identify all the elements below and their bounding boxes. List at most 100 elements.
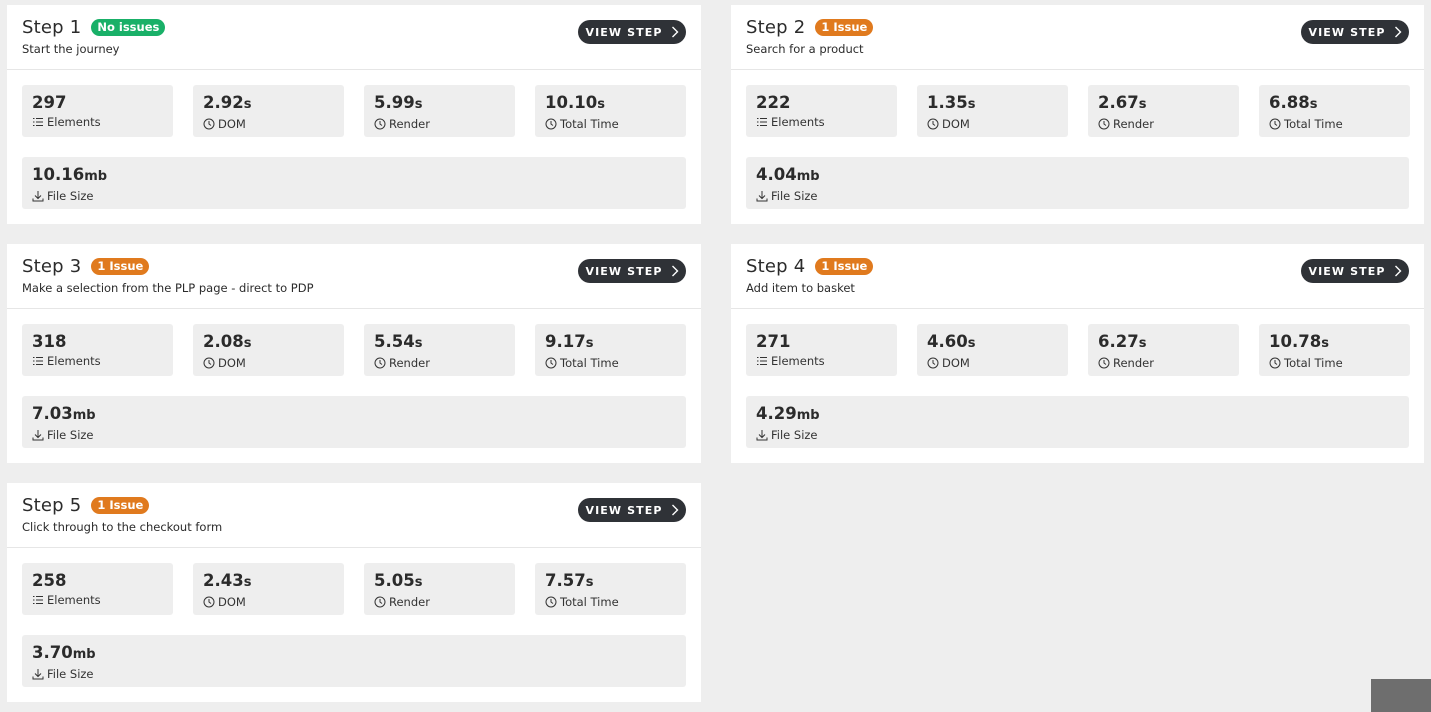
metrics-row: 297 Elements 2.92s DOM 5.99s Render 10.1… bbox=[7, 70, 701, 137]
view-step-label: VIEW STEP bbox=[1308, 25, 1386, 39]
metric-value: 10.78 bbox=[1269, 332, 1322, 351]
metric-elements: 318 Elements bbox=[22, 324, 173, 376]
metric-render: 5.05s Render bbox=[364, 563, 515, 615]
metrics-row: 318 Elements 2.08s DOM 5.54s Render 9.17… bbox=[7, 309, 701, 376]
clock-icon bbox=[203, 357, 215, 369]
metric-file-size: 7.03mb File Size bbox=[22, 396, 686, 448]
chevron-right-icon bbox=[1394, 265, 1401, 277]
metric-label: Total Time bbox=[560, 356, 619, 370]
metrics-row: 271 Elements 4.60s DOM 6.27s Render 10.7… bbox=[731, 309, 1424, 376]
metric-value: 2.67 bbox=[1098, 93, 1139, 112]
metric-value: 5.05 bbox=[374, 571, 415, 590]
metric-value: 271 bbox=[756, 332, 791, 351]
step-description: Click through to the checkout form bbox=[22, 520, 223, 534]
download-icon bbox=[756, 191, 768, 202]
metric-total-time: 7.57s Total Time bbox=[535, 563, 686, 615]
metric-label: Render bbox=[389, 356, 430, 370]
scroll-to-top-block[interactable] bbox=[1371, 679, 1431, 712]
metric-elements: 271 Elements bbox=[746, 324, 897, 376]
metric-label: Elements bbox=[771, 354, 825, 368]
view-step-label: VIEW STEP bbox=[585, 503, 663, 517]
clock-icon bbox=[203, 118, 215, 130]
step-description: Search for a product bbox=[746, 42, 864, 56]
download-icon bbox=[32, 191, 44, 202]
step-description: Make a selection from the PLP page - dir… bbox=[22, 281, 314, 295]
metric-value: 7.57 bbox=[545, 571, 586, 590]
metric-unit: s bbox=[414, 575, 423, 590]
clock-icon bbox=[545, 118, 557, 130]
metric-unit: s bbox=[967, 336, 976, 351]
view-step-button[interactable]: VIEW STEP bbox=[1301, 20, 1409, 44]
step-description: Start the journey bbox=[22, 42, 120, 56]
metric-label: Render bbox=[389, 117, 430, 131]
metric-value: 2.08 bbox=[203, 332, 244, 351]
step-card: Step 5 1 Issue Click through to the chec… bbox=[7, 483, 701, 702]
list-icon bbox=[33, 596, 43, 604]
step-title: Step 3 bbox=[22, 255, 82, 277]
metric-dom: 1.35s DOM bbox=[917, 85, 1068, 137]
metric-value: 2.43 bbox=[203, 571, 244, 590]
clock-icon bbox=[927, 357, 939, 369]
metric-value: 1.35 bbox=[927, 93, 968, 112]
view-step-label: VIEW STEP bbox=[1308, 264, 1386, 278]
clock-icon bbox=[203, 596, 215, 608]
metric-label: File Size bbox=[47, 189, 94, 203]
metric-value: 7.03 bbox=[32, 404, 73, 423]
metric-total-time: 9.17s Total Time bbox=[535, 324, 686, 376]
view-step-label: VIEW STEP bbox=[585, 25, 663, 39]
metric-elements: 297 Elements bbox=[22, 85, 173, 137]
view-step-button[interactable]: VIEW STEP bbox=[578, 498, 686, 522]
metric-value: 5.99 bbox=[374, 93, 415, 112]
clock-icon bbox=[1098, 357, 1110, 369]
metric-unit: mb bbox=[72, 408, 96, 423]
metric-unit: mb bbox=[796, 408, 820, 423]
metric-total-time: 10.78s Total Time bbox=[1259, 324, 1410, 376]
metric-unit: s bbox=[597, 97, 605, 112]
metric-value: 10.10 bbox=[545, 93, 598, 112]
metric-value: 297 bbox=[32, 93, 67, 112]
metric-file-size: 3.70mb File Size bbox=[22, 635, 686, 687]
metric-value: 3.70 bbox=[32, 643, 73, 662]
metric-render: 6.27s Render bbox=[1088, 324, 1239, 376]
metric-unit: s bbox=[967, 97, 976, 112]
step-card: Step 2 1 Issue Search for a product VIEW… bbox=[731, 5, 1424, 224]
view-step-button[interactable]: VIEW STEP bbox=[578, 20, 686, 44]
chevron-right-icon bbox=[671, 504, 678, 516]
metric-label: DOM bbox=[218, 595, 246, 609]
view-step-button[interactable]: VIEW STEP bbox=[1301, 259, 1409, 283]
metric-label: Elements bbox=[771, 115, 825, 129]
metric-label: Total Time bbox=[560, 117, 619, 131]
step-title: Step 1 bbox=[22, 16, 82, 38]
metric-value: 6.27 bbox=[1098, 332, 1139, 351]
metric-value: 10.16 bbox=[32, 165, 85, 184]
metric-label: Total Time bbox=[560, 595, 619, 609]
metric-label: Total Time bbox=[1284, 356, 1343, 370]
metric-unit: s bbox=[1309, 97, 1318, 112]
step-header: Step 3 1 Issue Make a selection from the… bbox=[7, 244, 701, 309]
metric-unit: s bbox=[243, 575, 252, 590]
download-icon bbox=[32, 430, 44, 441]
view-step-label: VIEW STEP bbox=[585, 264, 663, 278]
clock-icon bbox=[374, 357, 386, 369]
metric-unit: s bbox=[1138, 97, 1147, 112]
metric-value: 2.92 bbox=[203, 93, 244, 112]
metric-value: 6.88 bbox=[1269, 93, 1310, 112]
step-description: Add item to basket bbox=[746, 281, 855, 295]
metric-unit: mb bbox=[84, 169, 108, 184]
chevron-right-icon bbox=[671, 265, 678, 277]
metric-unit: s bbox=[585, 575, 594, 590]
metric-dom: 2.43s DOM bbox=[193, 563, 344, 615]
step-card: Step 4 1 Issue Add item to basket VIEW S… bbox=[731, 244, 1424, 463]
clock-icon bbox=[1269, 118, 1281, 130]
metric-render: 5.99s Render bbox=[364, 85, 515, 137]
metric-value: 9.17 bbox=[545, 332, 586, 351]
metric-unit: s bbox=[243, 97, 252, 112]
metric-label: Elements bbox=[47, 354, 101, 368]
steps-grid: Step 1 No issues Start the journey VIEW … bbox=[7, 5, 1424, 702]
metric-dom: 4.60s DOM bbox=[917, 324, 1068, 376]
metric-label: Total Time bbox=[1284, 117, 1343, 131]
view-step-button[interactable]: VIEW STEP bbox=[578, 259, 686, 283]
metric-elements: 258 Elements bbox=[22, 563, 173, 615]
download-icon bbox=[32, 669, 44, 680]
issues-badge: 1 Issue bbox=[815, 18, 874, 36]
